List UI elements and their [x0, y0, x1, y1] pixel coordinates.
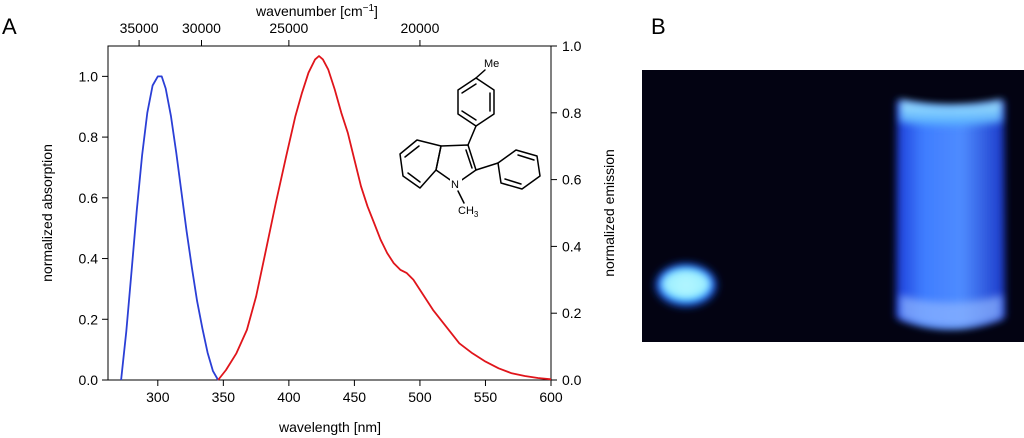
n-methyl-label: CH3	[458, 205, 479, 219]
y-right-tick-label: 0.0	[562, 372, 582, 388]
panel-b-label: B	[651, 14, 666, 39]
top-tick-label: 25000	[269, 20, 308, 36]
benzo-ring	[399, 139, 442, 189]
absorption-series-line	[120, 75, 219, 381]
tolyl-ring	[457, 77, 495, 127]
x-tick-label: 400	[277, 389, 301, 405]
y-right-axis-title: normalized emission	[601, 149, 617, 277]
nitrogen-label: N	[451, 179, 459, 191]
top-tick-label: 30000	[182, 20, 221, 36]
x-tick-label: 350	[212, 389, 236, 405]
x-tick-label: 600	[539, 389, 563, 405]
x-tick-label: 500	[408, 389, 432, 405]
methyl-label: Me	[484, 58, 499, 70]
y-left-axis-title: normalized absorption	[39, 144, 55, 282]
plot-frame	[107, 45, 552, 381]
top-axis-title: wavenumber [cm−1]	[255, 3, 378, 19]
x-axis-title: wavelength [nm]	[278, 419, 381, 435]
y-left-tick-label: 0.2	[79, 311, 99, 327]
top-axis-ticks: 35000 30000 25000 20000	[120, 20, 440, 46]
series-group	[120, 55, 552, 381]
y-left-axis-ticks: 0.0 0.2 0.4 0.6 0.8 1.0	[79, 68, 108, 388]
x-tick-label: 450	[343, 389, 367, 405]
vial-sample	[896, 100, 1005, 329]
molecule-structure: Me N CH3	[399, 58, 541, 219]
y-right-tick-label: 0.6	[562, 172, 582, 188]
y-right-axis-ticks: 0.0 0.2 0.4 0.6 0.8 1.0	[551, 38, 582, 388]
emission-series-line	[217, 55, 552, 381]
panel-a-label: A	[2, 14, 17, 39]
y-left-tick-label: 1.0	[79, 68, 99, 84]
y-left-tick-label: 0.6	[79, 190, 99, 206]
x-tick-label: 550	[474, 389, 498, 405]
x-axis-ticks: 300 350 400 450 500 550 600	[146, 380, 563, 405]
y-left-tick-label: 0.4	[79, 251, 99, 267]
top-tick-label: 35000	[120, 20, 159, 36]
y-right-tick-label: 1.0	[562, 38, 582, 54]
y-left-tick-label: 0.8	[79, 129, 99, 145]
y-left-tick-label: 0.0	[79, 372, 99, 388]
y-right-tick-label: 0.4	[562, 238, 582, 254]
y-right-tick-label: 0.8	[562, 105, 582, 121]
top-tick-label: 20000	[400, 20, 439, 36]
x-tick-label: 300	[146, 389, 170, 405]
y-right-tick-label: 0.2	[562, 305, 582, 321]
phenyl-ring	[497, 149, 541, 190]
